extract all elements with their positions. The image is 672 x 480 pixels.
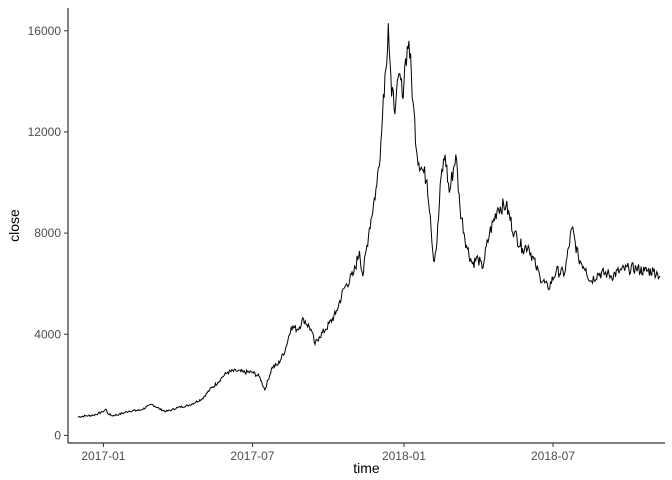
y-tick-label: 8000	[34, 226, 61, 240]
x-tick-label: 2018-01	[382, 449, 426, 463]
close-price-line	[77, 23, 661, 418]
x-tick-label: 2017-01	[81, 449, 125, 463]
x-axis-ticks: 2017-01 2017-07 2018-01 2018-07	[81, 443, 575, 463]
x-axis-title: time	[353, 460, 380, 476]
y-tick-label: 0	[54, 428, 61, 442]
y-tick-label: 12000	[28, 125, 62, 139]
x-tick-label: 2017-07	[230, 449, 274, 463]
y-axis-ticks: 0 4000 8000 12000 16000	[28, 24, 68, 442]
plot-panel: 0 4000 8000 12000 16000 2017-01 2017-07 2018-0…	[28, 8, 665, 463]
y-tick-label: 4000	[34, 327, 61, 341]
x-tick-label: 2018-07	[531, 449, 575, 463]
y-tick-label: 16000	[28, 24, 62, 38]
y-axis-title: close	[6, 209, 22, 242]
